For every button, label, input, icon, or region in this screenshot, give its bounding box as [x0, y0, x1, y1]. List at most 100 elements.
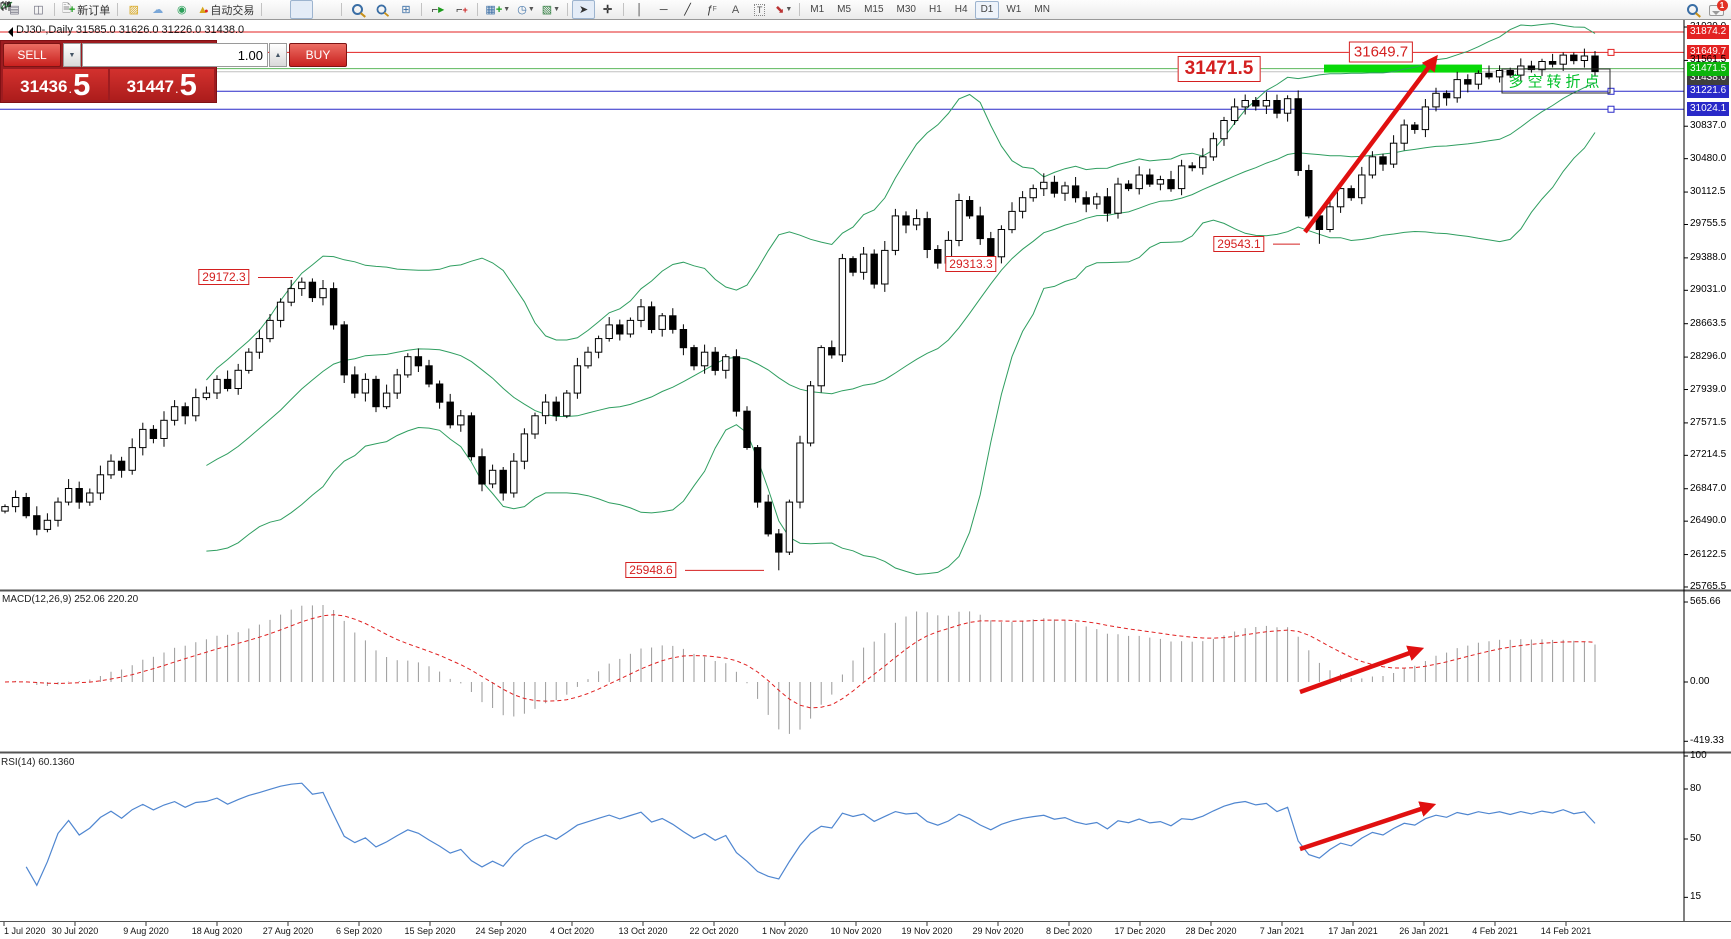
- annotation-low-29543[interactable]: 29543.1: [1213, 236, 1265, 253]
- level-marker[interactable]: [1607, 105, 1615, 113]
- candle-body: [266, 319, 274, 340]
- candle-body: [1114, 183, 1122, 214]
- zoom-in-icon[interactable]: [346, 0, 369, 19]
- candle-body: [372, 378, 380, 408]
- candle-body: [859, 253, 868, 273]
- candle-body: [870, 253, 878, 285]
- tab-timeframe-m15[interactable]: M15: [864, 4, 884, 15]
- candlestick-chart-icon[interactable]: [0, 0, 314, 19]
- cursor-icon[interactable]: ➤: [572, 0, 596, 19]
- bar-chart-icon[interactable]: [1, 0, 289, 19]
- candle-body: [351, 374, 359, 394]
- candle-body: [139, 428, 147, 449]
- chart-shift-icon[interactable]: ⌐ +: [456, 3, 468, 16]
- candle-body: [616, 324, 624, 335]
- line-chart-icon[interactable]: [0, 0, 337, 19]
- notifications-icon[interactable]: 1: [1705, 0, 1728, 19]
- crosshair-icon[interactable]: ✛: [602, 4, 613, 16]
- candle-body: [245, 351, 253, 371]
- tab-timeframe-m1[interactable]: M1: [810, 4, 825, 15]
- tab-timeframe-h1[interactable]: H1: [928, 4, 942, 15]
- candle-body: [669, 315, 677, 330]
- chart-marker-icon: [3, 27, 13, 37]
- candle-body: [287, 288, 295, 303]
- sell-button[interactable]: SELL: [3, 43, 61, 67]
- candle-body: [1294, 98, 1302, 171]
- pivot-note[interactable]: 多空转折点: [1501, 68, 1611, 94]
- search-icon[interactable]: [1681, 0, 1704, 19]
- text-label-icon[interactable]: T: [748, 0, 771, 19]
- candle-body: [1474, 72, 1483, 85]
- candle-body: [849, 258, 857, 273]
- annotation-high-29172[interactable]: 29172.3: [198, 269, 250, 286]
- buy-price-display[interactable]: 31447. 5: [109, 67, 214, 102]
- sell-price-display[interactable]: 31436. 5: [3, 69, 108, 100]
- annotation-level-31471[interactable]: 31471.5: [1177, 55, 1261, 82]
- trend-arrow[interactable]: [1303, 54, 1438, 234]
- chart-profile-icon[interactable]: ◫: [33, 4, 44, 16]
- annotation-low-29313[interactable]: 29313.3: [945, 255, 997, 272]
- candle-body: [1283, 98, 1292, 114]
- auto-trading-button[interactable]: ▲ ● 自动交易: [197, 3, 255, 17]
- candle-body: [393, 374, 401, 394]
- buy-button[interactable]: BUY: [289, 43, 347, 67]
- candle-body: [43, 519, 52, 530]
- candle-body: [54, 501, 62, 521]
- cloud-icon[interactable]: ☁: [152, 4, 164, 16]
- auto-scroll-icon[interactable]: ⌐ ▶: [431, 3, 445, 16]
- candle-body: [446, 401, 454, 426]
- periods-icon[interactable]: ◷ ▼: [517, 4, 535, 16]
- annotation-low-25948[interactable]: 25948.6: [625, 562, 677, 579]
- annotation-high-31649[interactable]: 31649.7: [1348, 41, 1414, 63]
- tab-timeframe-m30[interactable]: M30: [896, 4, 916, 15]
- charts-window-icon[interactable]: ▤: [9, 4, 20, 16]
- candle-body: [1018, 197, 1027, 212]
- tile-windows-icon[interactable]: ⊞: [401, 4, 411, 16]
- text-icon[interactable]: A: [731, 3, 740, 16]
- level-marker[interactable]: [1607, 48, 1615, 56]
- level-marker[interactable]: [1607, 87, 1615, 95]
- arrows-icon[interactable]: ⬊ ▼: [775, 4, 793, 16]
- trend-arrow[interactable]: [1299, 645, 1425, 695]
- trend-arrow[interactable]: [1299, 801, 1437, 852]
- tab-timeframe-h4[interactable]: H4: [954, 4, 968, 15]
- candle-body: [1570, 54, 1578, 62]
- indicators-icon[interactable]: ▦ + ▼: [485, 3, 511, 17]
- support-band[interactable]: [1324, 64, 1482, 73]
- candle-body: [987, 238, 995, 258]
- bollinger-band: [206, 22, 1596, 381]
- candle-body: [22, 497, 30, 517]
- volume-input[interactable]: [82, 43, 268, 67]
- signals-icon[interactable]: ◉: [176, 4, 187, 16]
- tab-timeframe-d1[interactable]: D1: [974, 0, 1000, 19]
- candle-body: [1040, 181, 1048, 190]
- trendline-icon[interactable]: ╱: [684, 4, 691, 16]
- toolbar-separator: [261, 3, 263, 16]
- candle-body: [732, 356, 741, 412]
- buy-price-frac: 5: [179, 67, 197, 102]
- vertical-line-icon[interactable]: │: [636, 3, 644, 16]
- zoom-out-icon[interactable]: [370, 0, 393, 19]
- new-order-button[interactable]: 🗎 + 新订单: [62, 3, 111, 17]
- candle-body: [382, 392, 391, 408]
- tab-timeframe-mn[interactable]: MN: [1034, 4, 1050, 15]
- volume-increase-button[interactable]: ▲: [269, 43, 287, 67]
- volume-decrease-button[interactable]: ▼: [63, 43, 81, 67]
- toolbar-separator: [623, 3, 625, 16]
- candle-body: [1177, 165, 1186, 190]
- history-book-icon[interactable]: ▨: [128, 4, 139, 16]
- candle-body: [340, 324, 348, 376]
- tab-timeframe-m5[interactable]: M5: [837, 4, 852, 15]
- candle-body: [255, 338, 264, 353]
- templates-icon[interactable]: ▧ ▼: [541, 4, 561, 16]
- sell-price-dot: .: [68, 81, 73, 96]
- candle-body: [902, 215, 910, 226]
- horizontal-line-icon[interactable]: ─: [659, 3, 668, 16]
- candle-body: [626, 319, 635, 335]
- candle-body: [128, 447, 136, 471]
- candle-body: [1082, 197, 1090, 205]
- tab-timeframe-w1[interactable]: W1: [1006, 4, 1022, 15]
